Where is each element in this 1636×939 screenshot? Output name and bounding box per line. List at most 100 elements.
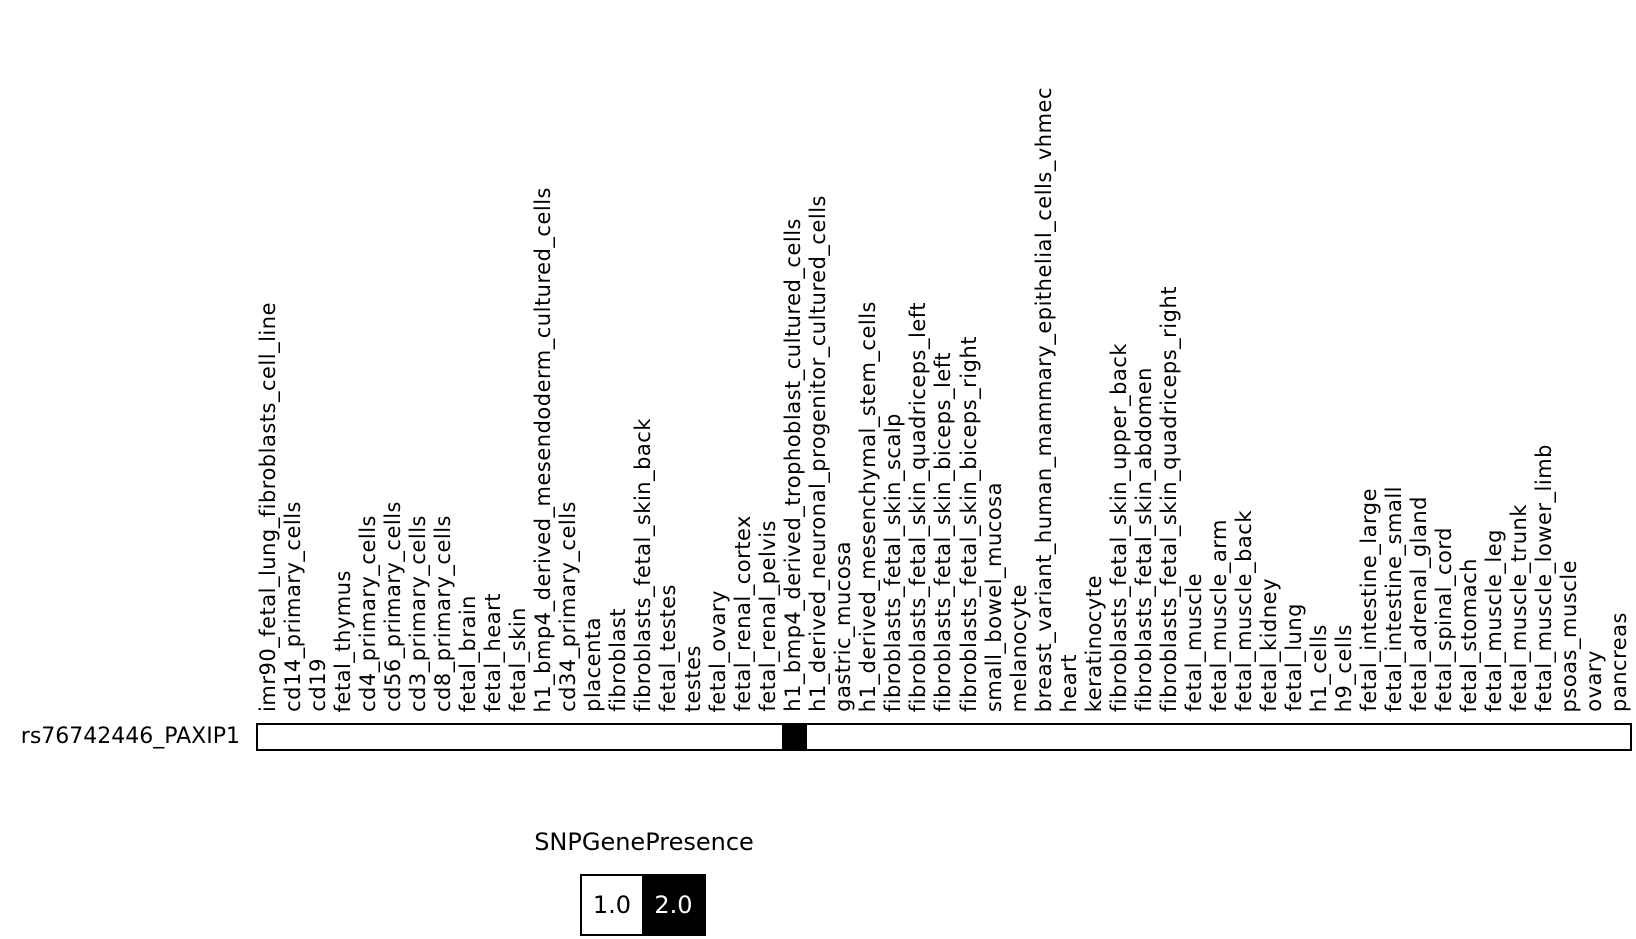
column-label: cd34_primary_cells <box>556 0 581 712</box>
column-label-text: fetal_kidney <box>1256 578 1281 712</box>
column-label: h1_derived_neuronal_progenitor_cultured_… <box>806 0 831 712</box>
heatmap-cell <box>507 725 533 749</box>
column-label: cd3_primary_cells <box>406 0 431 712</box>
column-label-text: fetal_lung <box>1281 603 1306 712</box>
column-label: fetal_intestine_small <box>1382 0 1407 712</box>
column-label: h1_bmp4_derived_mesendoderm_cultured_cel… <box>531 0 556 712</box>
heatmap-cell <box>1256 725 1282 749</box>
heatmap-cell <box>732 725 758 749</box>
column-label: fetal_ovary <box>706 0 731 712</box>
heatmap-cell <box>757 725 783 749</box>
column-label-text: h1_cells <box>1306 623 1331 712</box>
column-label-text: cd8_primary_cells <box>431 515 456 712</box>
column-label: fetal_heart <box>481 0 506 712</box>
column-label-text: h1_derived_neuronal_progenitor_cultured_… <box>806 195 831 712</box>
column-label-text: cd56_primary_cells <box>381 501 406 712</box>
column-label-text: fetal_intestine_large <box>1356 488 1381 712</box>
heatmap-cell <box>307 725 333 749</box>
heatmap-cell <box>1505 725 1531 749</box>
column-label: fetal_kidney <box>1257 0 1282 712</box>
heatmap-cell <box>1056 725 1082 749</box>
heatmap-cell <box>1480 725 1506 749</box>
column-label-text: cd34_primary_cells <box>556 501 581 712</box>
heatmap-cell <box>1605 725 1631 749</box>
column-label-text: h1_derived_mesenchymal_stem_cells <box>856 300 881 712</box>
column-label-text: fetal_brain <box>456 594 481 712</box>
column-label: fetal_renal_cortex <box>731 0 756 712</box>
column-label: ovary <box>1582 0 1607 712</box>
heatmap-cell <box>831 725 857 749</box>
heatmap-cell <box>1181 725 1207 749</box>
heatmap-cell <box>1231 725 1257 749</box>
heatmap-cell <box>382 725 408 749</box>
heatmap-cell <box>1455 725 1481 749</box>
column-label-text: breast_variant_human_mammary_epithelial_… <box>1031 86 1056 712</box>
column-label-text: cd14_primary_cells <box>281 501 306 712</box>
column-label-text: fetal_stomach <box>1456 557 1481 712</box>
column-label: fetal_intestine_large <box>1357 0 1382 712</box>
legend-title: SNPGenePresence <box>534 828 754 856</box>
column-label: fetal_spinal_cord <box>1432 0 1457 712</box>
column-label-text: fetal_muscle_trunk <box>1506 504 1531 712</box>
column-label: placenta <box>581 0 606 712</box>
column-label-text: fetal_skin <box>506 607 531 712</box>
column-label-text: placenta <box>581 617 606 712</box>
heatmap-cell <box>1405 725 1431 749</box>
column-label-text: h1_bmp4_derived_mesendoderm_cultured_cel… <box>531 186 556 712</box>
column-label-text: fibroblasts_fetal_skin_biceps_left <box>931 351 956 712</box>
column-label-text: fetal_renal_pelvis <box>756 520 781 712</box>
heatmap-cell <box>1555 725 1581 749</box>
column-label-text: fetal_ovary <box>706 589 731 712</box>
heatmap-cell <box>532 725 558 749</box>
heatmap-cell <box>956 725 982 749</box>
column-label-text: fibroblasts_fetal_skin_quadriceps_left <box>906 301 931 712</box>
heatmap-cell <box>1156 725 1182 749</box>
heatmap-cell <box>657 725 683 749</box>
column-label-text: fetal_spinal_cord <box>1431 527 1456 712</box>
column-label: keratinocyte <box>1082 0 1107 712</box>
column-label: gastric_mucosa <box>831 0 856 712</box>
column-label: h1_bmp4_derived_trophoblast_cultured_cel… <box>781 0 806 712</box>
column-label-text: heart <box>1056 653 1081 712</box>
heatmap-cell <box>856 725 882 749</box>
column-label-text: fetal_adrenal_gland <box>1406 496 1431 712</box>
column-label: cd19 <box>306 0 331 712</box>
column-label-text: fetal_heart <box>481 592 506 712</box>
column-label-text: fetal_muscle_arm <box>1206 519 1231 712</box>
heatmap-cell <box>1206 725 1232 749</box>
column-label-text: fibroblasts_fetal_skin_scalp <box>881 412 906 712</box>
column-label: cd8_primary_cells <box>431 0 456 712</box>
heatmap-cell <box>906 725 932 749</box>
heatmap-cell <box>707 725 733 749</box>
column-label: fetal_skin <box>506 0 531 712</box>
column-label: fibroblasts_fetal_skin_scalp <box>881 0 906 712</box>
heatmap-cell <box>357 725 383 749</box>
heatmap-cell <box>1306 725 1331 749</box>
column-label-text: small_bowel_mucosa <box>981 481 1006 712</box>
column-label: fetal_adrenal_gland <box>1407 0 1432 712</box>
heatmap-cell <box>806 725 832 749</box>
heatmap-cell <box>282 725 308 749</box>
heatmap-cell <box>682 725 708 749</box>
heatmap-cell <box>981 725 1007 749</box>
column-label-text: pancreas <box>1606 612 1631 712</box>
heatmap-cell <box>632 725 658 749</box>
column-label-text: h9_cells <box>1331 623 1356 712</box>
heatmap-cell <box>457 725 483 749</box>
heatmap-row <box>256 723 1632 751</box>
heatmap-cell <box>432 725 458 749</box>
column-label-text: fetal_intestine_small <box>1381 485 1406 712</box>
column-label-text: fetal_testes <box>656 584 681 712</box>
heatmap-cell <box>1081 725 1107 749</box>
heatmap-cell <box>782 725 807 749</box>
column-label: fibroblast <box>606 0 631 712</box>
heatmap-cell <box>582 725 608 749</box>
column-label: testes <box>681 0 706 712</box>
heatmap-cell <box>482 725 508 749</box>
heatmap-cell <box>881 725 907 749</box>
heatmap-cell <box>1006 725 1032 749</box>
column-label-text: keratinocyte <box>1081 574 1106 712</box>
heatmap-cell <box>1380 725 1406 749</box>
column-label-text: fetal_muscle_leg <box>1481 528 1506 712</box>
